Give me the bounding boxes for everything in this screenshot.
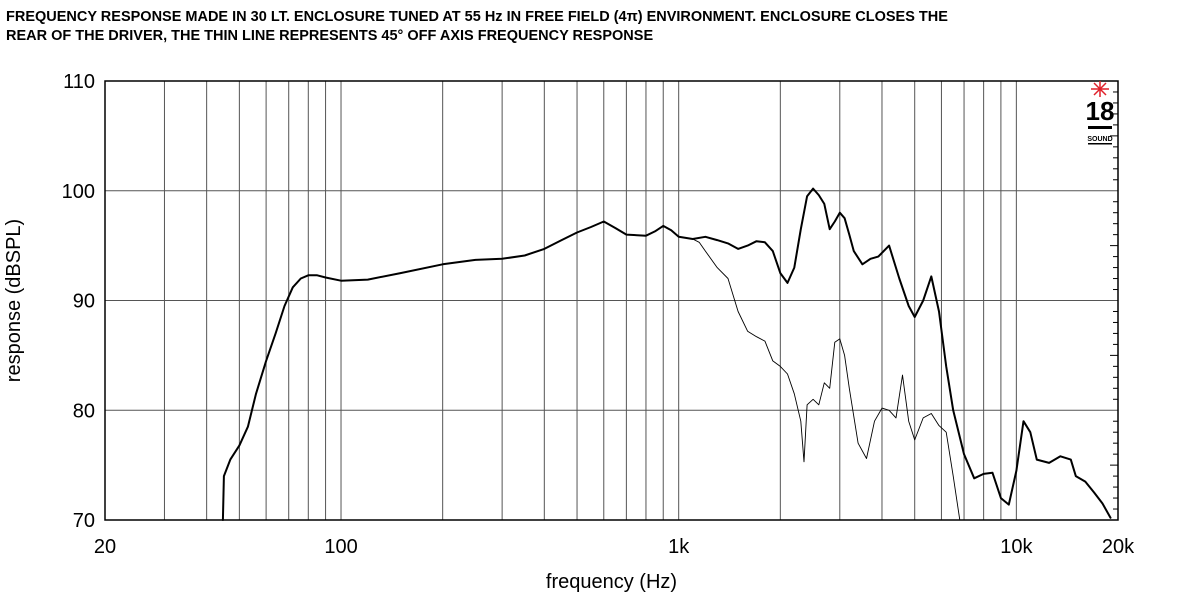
x-tick-label: 100	[324, 536, 357, 558]
grid-lines	[105, 81, 1118, 520]
chart-title-line-1: FREQUENCY RESPONSE MADE IN 30 LT. ENCLOS…	[6, 9, 948, 25]
chart-title: FREQUENCY RESPONSE MADE IN 30 LT. ENCLOS…	[6, 8, 1186, 46]
on-axis-response-line	[221, 187, 1112, 521]
y-tick-label: 90	[73, 291, 95, 313]
y-tick-label: 110	[63, 71, 95, 93]
logo-number: 18	[1086, 96, 1115, 126]
x-tick-label: 20k	[1102, 536, 1135, 558]
logo-word: SOUND	[1087, 136, 1112, 143]
x-tick-label: 1k	[668, 536, 690, 558]
off-axis-45-response-line	[678, 236, 961, 521]
y-tick-label: 70	[73, 510, 95, 532]
plot-frame	[104, 80, 1119, 521]
right-axis-minor-ticks	[1110, 91, 1118, 510]
x-axis-label: frequency (Hz)	[546, 571, 677, 593]
brand-logo: 18 SOUND	[1086, 81, 1115, 145]
y-tick-label: 80	[73, 400, 95, 422]
series-layer	[221, 187, 1112, 521]
y-tick-label: 100	[62, 181, 95, 203]
x-tick-label: 10k	[1000, 536, 1033, 558]
x-tick-labels: 20 100 1k 10k 20k	[94, 536, 1135, 558]
y-tick-labels: 70 80 90 100 110	[62, 71, 95, 532]
y-axis-label: response (dBSPL)	[3, 219, 25, 382]
x-tick-label: 20	[94, 536, 116, 558]
chart-title-line-2: REAR OF THE DRIVER, THE THIN LINE REPRES…	[6, 28, 654, 44]
red-star-icon	[1091, 81, 1109, 97]
